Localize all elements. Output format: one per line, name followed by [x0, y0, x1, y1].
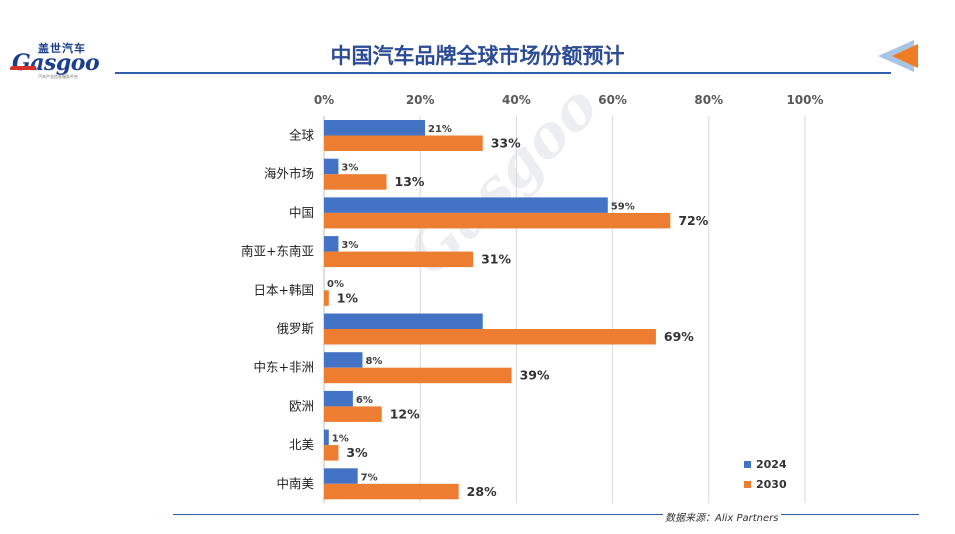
logo-en-text: Gasgoo [12, 50, 100, 76]
category-label: 海外市场 [264, 166, 314, 181]
bar-2024 [324, 120, 426, 136]
bar-2024 [324, 197, 608, 213]
bar-2030 [324, 483, 459, 500]
data-label-2024: 1% [332, 434, 349, 445]
x-tick-label: 20% [406, 93, 435, 107]
data-label-2024: 59% [611, 201, 635, 212]
bar-2024 [324, 313, 483, 329]
data-label-2030: 12% [390, 406, 420, 421]
bar-2024 [324, 468, 358, 484]
data-label-2024: 6% [356, 395, 373, 406]
legend-label: 2024 [756, 458, 787, 471]
bar-2024 [324, 236, 339, 252]
x-tick-label: 100% [786, 93, 823, 107]
category-label: 全球 [289, 128, 315, 143]
bar-2030 [324, 212, 671, 229]
page-title: 中国汽车品牌全球市场份额预计 [330, 44, 625, 68]
category-label: 中南美 [276, 476, 314, 491]
data-label-2024: 3% [341, 163, 358, 174]
data-label-2024: 0% [327, 279, 344, 290]
source-line-left [173, 514, 663, 515]
data-label-2030: 72% [678, 213, 708, 228]
legend-swatch [744, 461, 751, 468]
data-label-2030: 39% [520, 368, 550, 383]
x-tick-label: 60% [598, 93, 627, 107]
data-label-2030: 13% [395, 174, 425, 189]
category-label: 俄罗斯 [276, 321, 314, 336]
legend-swatch [744, 481, 751, 488]
data-label-2030: 69% [664, 329, 694, 344]
bar-2024 [324, 158, 339, 175]
category-label: 日本+韩国 [254, 282, 314, 297]
category-label: 中东+非洲 [254, 360, 314, 375]
data-label-2024: 21% [428, 124, 452, 135]
category-label: 北美 [289, 437, 314, 452]
bar-2030 [324, 135, 483, 151]
logo-cn-text: 盖世汽车 [38, 42, 86, 55]
bar-2030 [324, 290, 329, 306]
bar-2030 [324, 174, 387, 190]
legend-label: 2030 [756, 478, 787, 491]
data-label-2024: 8% [365, 356, 382, 367]
bar-2030 [324, 251, 474, 268]
corner-arrow-orange [892, 44, 918, 68]
data-label-2030: 33% [491, 136, 521, 151]
corner-arrow-icon [878, 40, 918, 72]
category-label: 欧洲 [289, 398, 314, 413]
bar-2024 [324, 429, 329, 446]
data-label-2030: 31% [481, 252, 511, 267]
data-label-2024: 7% [361, 472, 378, 483]
bar-2030 [324, 406, 382, 422]
title-underline [115, 72, 891, 74]
bar-2030 [324, 445, 339, 461]
bar-2030 [324, 329, 656, 345]
source-note: 数据来源：Alix Partners [663, 509, 781, 524]
logo-tagline: 汽车产业信息服务平台 [38, 74, 78, 79]
x-tick-label: 0% [314, 93, 334, 107]
data-label-2030: 28% [467, 484, 497, 499]
data-label-2030: 1% [337, 290, 359, 305]
category-label: 中国 [289, 205, 314, 220]
gasgoo-logo: 盖世汽车 Gasgoo 汽车产业信息服务平台 [9, 38, 110, 80]
data-label-2030: 3% [346, 445, 368, 460]
bar-2024 [324, 390, 353, 407]
bar-2030 [324, 367, 512, 384]
x-tick-label: 80% [694, 93, 723, 107]
x-tick-label: 40% [502, 93, 531, 107]
data-label-2024: 3% [341, 240, 358, 251]
source-line-right [775, 514, 919, 515]
bar-2024 [324, 352, 363, 368]
category-label: 南亚+东南亚 [241, 244, 314, 259]
